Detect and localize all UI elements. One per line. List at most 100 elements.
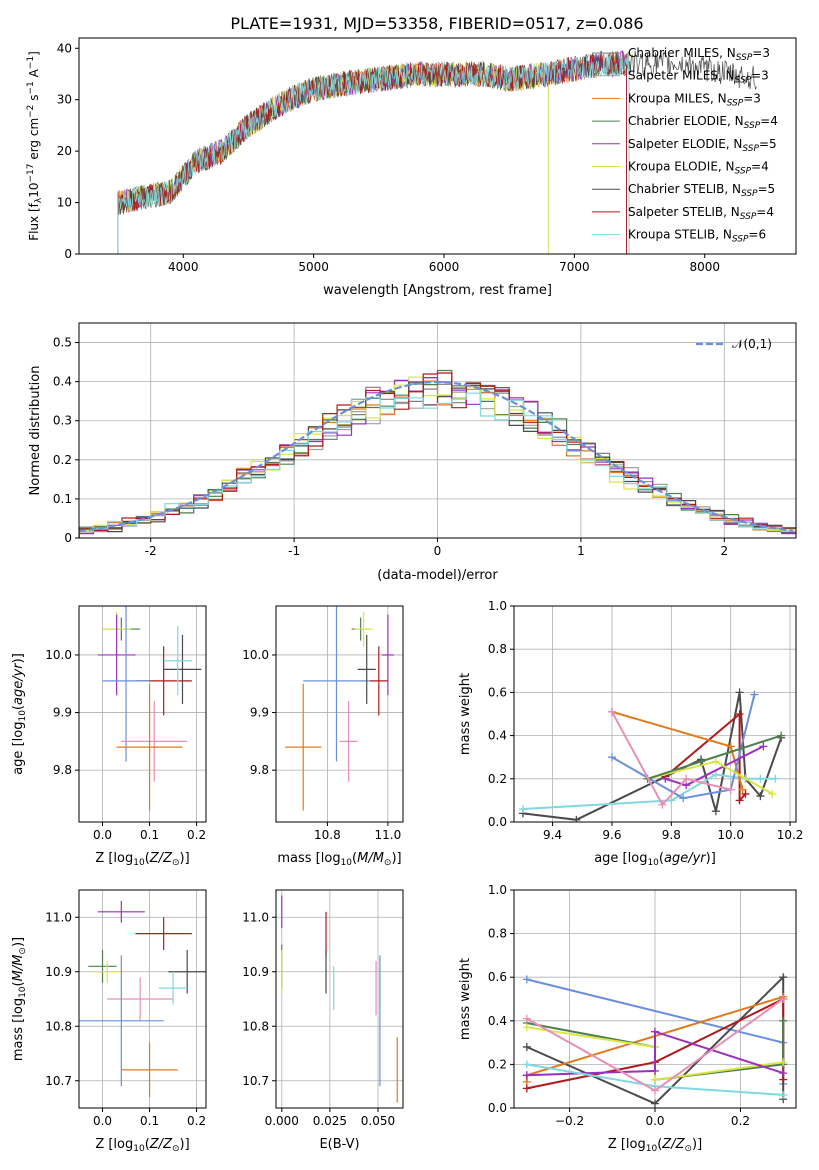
y-axis-label: Normed distribution: [28, 366, 43, 496]
weight-marker: [651, 1066, 659, 1075]
weight-marker: [522, 1071, 531, 1080]
x-tick-label: 0.1: [140, 828, 159, 842]
y-axis-label: mass [log10(M/M⊙)]: [11, 937, 28, 1061]
x-tick-label: 0.050: [361, 1114, 395, 1128]
errorbar-point: [121, 1042, 178, 1098]
y-tick-label: 0.2: [488, 772, 507, 786]
y-tick-label: 10.8: [242, 1019, 269, 1033]
y-tick-label: 10: [57, 196, 72, 210]
weight-marker: [607, 707, 616, 716]
y-tick-label: 10.0: [45, 648, 72, 662]
weight-marker: [726, 785, 735, 794]
y-tick-label: 1.0: [488, 599, 507, 613]
y-tick-label: 10.0: [242, 648, 269, 662]
plot-area: [518, 688, 786, 822]
axes-frame: [513, 605, 797, 823]
x-axis-label: Z [log10(Z/Z⊙)]: [95, 851, 189, 868]
x-tick-label: 11.0: [375, 828, 402, 842]
errorbar-point: [135, 917, 192, 950]
axes-frame: [78, 605, 207, 823]
legend-label: Chabrier MILES, NSSP=3: [628, 46, 770, 63]
x-tick-label: -1: [288, 544, 300, 558]
x-tick-label: 10.2: [777, 828, 804, 842]
chart-spectrum: 4000 5000 6000 7000 8000 0 10 20 30 40 Flux [fλ10−…: [26, 37, 797, 298]
y-tick-label: 0: [64, 247, 72, 261]
weight-marker: [738, 785, 747, 794]
y-tick-label: 10.8: [45, 1019, 72, 1033]
errorbar-point: [121, 701, 188, 782]
errorbar-point: [303, 606, 370, 762]
x-tick-label: 0: [434, 544, 442, 558]
weight-marker: [711, 757, 720, 766]
x-tick-label: 9.6: [602, 828, 621, 842]
y-tick-label: 0.0: [488, 815, 507, 829]
legend-label: Chabrier ELODIE, NSSP=4: [628, 114, 778, 131]
weight-marker: [522, 1023, 531, 1032]
weight-marker: [522, 1060, 531, 1069]
y-axis-label: age [log10(age/yr)]: [11, 653, 28, 775]
legend-label: Chabrier STELIB, NSSP=5: [628, 182, 775, 199]
y-tick-label: 0.8: [488, 642, 507, 656]
weight-marker: [697, 757, 706, 766]
x-axis-label: age [log10(age/yr)]: [594, 851, 716, 868]
plot-area: [97, 606, 202, 811]
x-tick-label: 0.0: [93, 828, 112, 842]
x-tick-label: 0.025: [313, 1114, 347, 1128]
x-axis-label: wavelength [Angstrom, rest frame]: [323, 283, 552, 298]
y-tick-label: 9.9: [53, 706, 72, 720]
weight-marker: [572, 815, 581, 822]
legend: 𝒩(0,1): [696, 337, 772, 351]
weight-marker: [779, 1090, 788, 1099]
weight-marker: [711, 807, 720, 816]
axes-frame: [275, 605, 404, 823]
y-tick-label: 30: [57, 93, 72, 107]
weight-series: [611, 711, 731, 807]
x-tick-label: 7000: [559, 260, 590, 274]
x-tick-label: 4000: [168, 260, 199, 274]
y-axis-label: mass weight: [458, 958, 473, 1040]
weight-marker: [779, 1016, 788, 1025]
x-tick-label: 9.4: [543, 828, 562, 842]
errorbar-point: [97, 900, 145, 923]
x-tick-label: 9.8: [662, 828, 681, 842]
errorbar-point: [88, 949, 117, 983]
weight-marker: [661, 774, 670, 783]
x-tick-label: 10.8: [314, 828, 341, 842]
plot-area: [79, 369, 796, 538]
histogram-series: [79, 392, 796, 538]
y-tick-label: 10.7: [45, 1074, 72, 1088]
errorbar-point: [97, 614, 136, 696]
x-axis-label: Z [log10(Z/Z⊙)]: [608, 1137, 702, 1154]
x-tick-label: 0.2: [731, 1114, 750, 1128]
y-tick-label: 9.8: [53, 763, 72, 777]
legend-label: Salpeter MILES, NSSP=3: [628, 69, 769, 86]
weight-marker: [679, 794, 688, 803]
weight-marker: [771, 774, 780, 783]
y-tick-label: 0.4: [488, 1014, 507, 1028]
x-tick-label: 0.1: [140, 1114, 159, 1128]
legend-label: Salpeter STELIB, NSSP=4: [628, 205, 774, 222]
y-tick-label: 0: [64, 531, 72, 545]
x-tick-label: −0.2: [555, 1114, 584, 1128]
y-tick-label: 0.3: [53, 414, 72, 428]
weight-marker: [777, 731, 786, 740]
x-axis-label: E(B-V): [319, 1137, 359, 1152]
weight-marker: [658, 800, 667, 809]
weight-marker: [518, 805, 527, 814]
x-axis-label: mass [log10(M/M⊙)]: [277, 851, 401, 868]
y-tick-label: 0.1: [53, 492, 72, 506]
chart-mass-vs-Z: 0.0 0.1 0.2 10.7 10.8 10.9 11.0 Z [log10(Z/Z⊙)]…: [11, 889, 207, 1154]
x-tick-label: 0.2: [187, 1114, 206, 1128]
axes-frame: [275, 889, 404, 1109]
legend: Chabrier MILES, NSSP=3 Salpeter MILES, NS…: [592, 46, 778, 245]
errorbar-point: [339, 701, 358, 782]
x-tick-label: 0.000: [265, 1114, 299, 1128]
legend-label: Kroupa MILES, NSSP=3: [628, 91, 761, 108]
y-tick-label: 11.0: [45, 910, 72, 924]
weight-marker: [768, 789, 777, 798]
errorbar-point: [357, 634, 376, 704]
weight-marker: [522, 975, 531, 984]
histogram-series: [79, 372, 796, 538]
axes-frame: [78, 889, 207, 1109]
y-tick-label: 0.2: [488, 1057, 507, 1071]
